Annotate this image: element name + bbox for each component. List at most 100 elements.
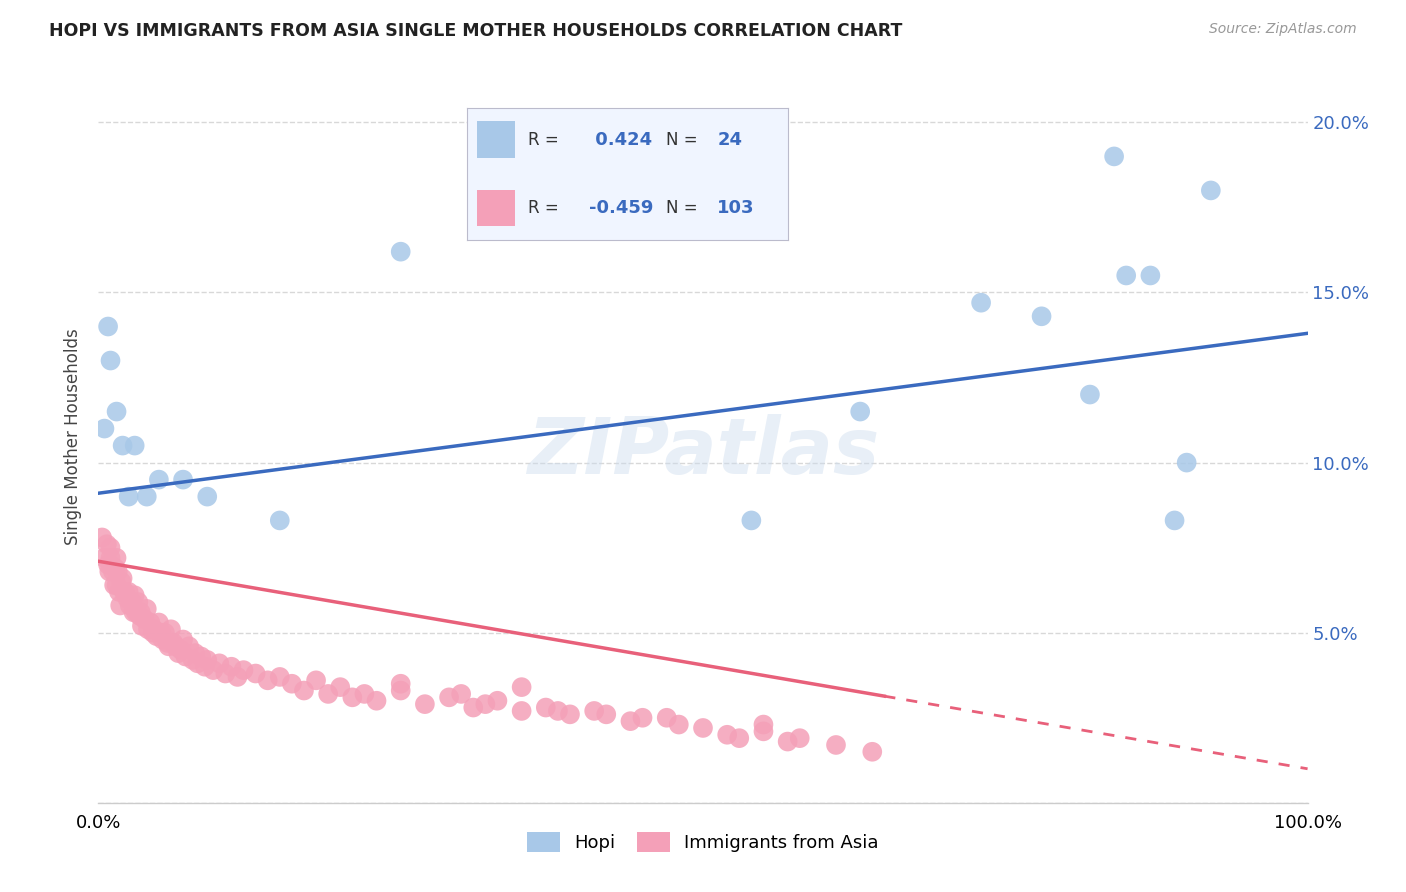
Point [195,490,218,504]
Point [510,704,533,718]
Point [194,659,217,673]
Point [510,680,533,694]
Text: HOPI VS IMMIGRANTS FROM ASIA SINGLE MOTHER HOUSEHOLDS CORRELATION CHART: HOPI VS IMMIGRANTS FROM ASIA SINGLE MOTH… [49,22,903,40]
Point [825,738,848,752]
Point [118,490,141,504]
Point [148,473,170,487]
Point [195,653,218,667]
Point [226,670,249,684]
Point [142,625,165,640]
Point [136,622,159,636]
Point [134,612,156,626]
Point [1175,456,1198,470]
Point [135,602,157,616]
Point [172,632,194,647]
Point [160,622,183,636]
Point [111,571,134,585]
Point [740,513,762,527]
Point [221,659,243,673]
Point [463,700,485,714]
Point [281,677,304,691]
Point [165,640,187,654]
Point [131,619,153,633]
Point [558,707,581,722]
Point [108,585,131,599]
Point [1078,387,1101,401]
Point [329,680,352,694]
Point [124,439,146,453]
Point [547,704,569,718]
Point [129,605,152,619]
Point [595,707,617,722]
Point [474,697,496,711]
Point [970,295,993,310]
Point [174,649,197,664]
Point [353,687,375,701]
Point [269,513,291,527]
Point [121,595,143,609]
Point [179,640,201,654]
Point [145,629,167,643]
Point [125,605,148,619]
Point [127,595,149,609]
Text: ZIPatlas: ZIPatlas [527,414,879,490]
Point [107,565,129,579]
Point [232,663,254,677]
Point [1139,268,1161,283]
Text: Source: ZipAtlas.com: Source: ZipAtlas.com [1209,22,1357,37]
Point [108,599,131,613]
Point [110,574,132,589]
Point [860,745,883,759]
Point [105,404,128,418]
Y-axis label: Single Mother Households: Single Mother Households [65,329,83,545]
Point [214,666,236,681]
Point [128,608,150,623]
Point [619,714,641,728]
Point [190,649,212,664]
Point [450,687,472,701]
Point [156,636,179,650]
Point [122,605,145,619]
Point [716,728,738,742]
Point [305,673,328,688]
Point [181,653,204,667]
Point [202,663,225,677]
Point [776,734,799,748]
Point [752,717,775,731]
Point [752,724,775,739]
Point [124,588,146,602]
Point [153,625,176,640]
Point [105,578,128,592]
Legend: Hopi, Immigrants from Asia: Hopi, Immigrants from Asia [520,824,886,860]
Point [135,490,157,504]
Point [486,694,509,708]
Point [256,673,278,688]
Point [631,711,654,725]
Point [728,731,751,746]
Point [97,558,120,572]
Point [100,558,122,572]
Point [668,717,690,731]
Point [692,721,714,735]
Point [366,694,388,708]
Point [157,640,180,654]
Point [112,585,135,599]
Point [316,687,339,701]
Point [101,565,124,579]
Point [655,711,678,725]
Point [105,550,128,565]
Point [103,578,125,592]
Point [91,531,114,545]
Point [172,473,194,487]
Point [184,646,207,660]
Point [167,646,190,660]
Point [96,537,118,551]
Point [117,591,139,606]
Point [269,670,291,684]
Point [245,666,267,681]
Point [292,683,315,698]
Point [1031,310,1053,324]
Point [162,636,184,650]
Point [342,690,364,705]
Point [150,625,173,640]
